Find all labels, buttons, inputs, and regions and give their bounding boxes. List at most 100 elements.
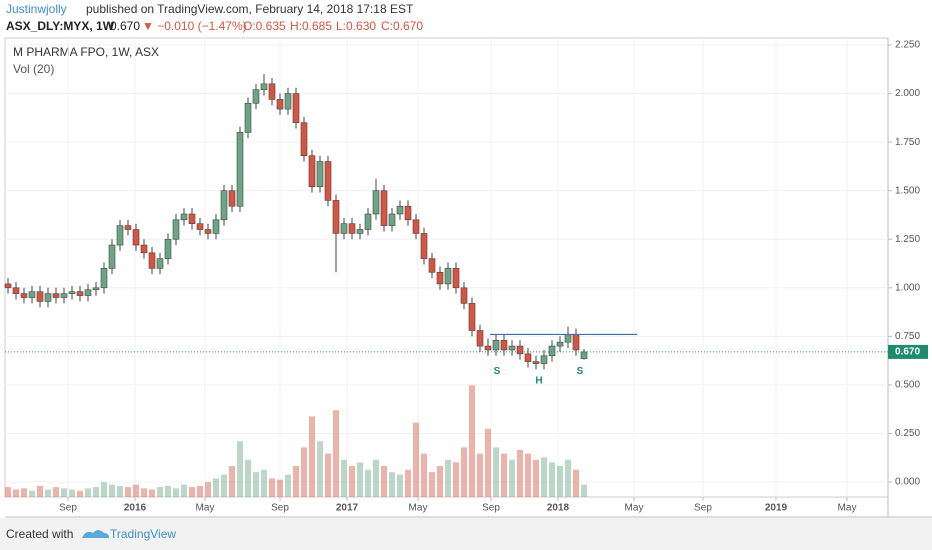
x-tick-label: 2017 <box>336 503 359 514</box>
volume-bar <box>181 484 187 497</box>
volume-bar <box>389 472 395 497</box>
volume-bar <box>429 472 435 497</box>
volume-bar <box>501 453 507 497</box>
volume-bar <box>77 490 83 497</box>
volume-bar <box>525 453 531 497</box>
candle-body <box>380 190 388 226</box>
volume-bar <box>85 488 91 497</box>
open: O:0.635 <box>243 19 286 33</box>
y-tick-label: 1.000 <box>895 282 920 293</box>
volume-bar <box>397 474 403 497</box>
volume-bar <box>445 459 451 497</box>
candle-body <box>356 229 364 234</box>
candle-body <box>12 287 20 294</box>
price: 0.670 <box>110 19 140 33</box>
candle-body <box>492 339 500 351</box>
volume-bar <box>549 462 555 497</box>
x-tick-label: Sep <box>482 503 500 514</box>
volume-bar <box>253 472 259 497</box>
y-tick-label: 2.000 <box>895 88 920 99</box>
volume-bar <box>45 489 51 497</box>
volume-bar <box>461 447 467 497</box>
x-tick-label: May <box>409 503 428 514</box>
candle-body <box>76 291 84 296</box>
footer-brand[interactable]: TradingView <box>110 527 176 541</box>
last-price-label: 0.670 <box>895 347 920 358</box>
volume-bar <box>37 485 43 497</box>
volume-bar <box>205 482 211 497</box>
candle-body <box>116 225 124 246</box>
candle-body <box>420 233 428 259</box>
change: ▼ −0.010 (−1.47%) <box>142 19 247 33</box>
volume-bar <box>421 453 427 497</box>
candle-body <box>180 213 188 221</box>
volume-bar <box>13 489 19 497</box>
volume-bar <box>493 447 499 497</box>
x-tick-label: Sep <box>271 503 289 514</box>
candle-body <box>228 190 236 207</box>
candle-body <box>276 99 284 110</box>
y-tick-label: 1.250 <box>895 234 920 245</box>
volume-bar <box>189 487 195 497</box>
candle-body <box>196 223 204 230</box>
volume-bar <box>333 410 339 497</box>
candle-body <box>148 252 156 269</box>
volume-bar <box>341 459 347 497</box>
candle-body <box>236 132 244 207</box>
x-tick-label: May <box>838 503 857 514</box>
volume-bar <box>413 422 419 497</box>
volume-bar <box>541 457 547 497</box>
candle-body <box>204 229 212 234</box>
candle-body <box>452 268 460 289</box>
candle-body <box>36 291 44 302</box>
candle-body <box>468 303 476 331</box>
volume-bar <box>261 469 267 497</box>
volume-bar <box>53 487 59 497</box>
candle-body <box>332 200 340 234</box>
x-tick-label: Sep <box>59 503 77 514</box>
volume-bar <box>517 449 523 497</box>
candle-body <box>308 155 316 188</box>
volume-bar <box>197 485 203 497</box>
volume-bar <box>109 484 115 497</box>
candle-body <box>44 293 52 302</box>
candle-body <box>428 258 436 273</box>
candle-body <box>124 225 132 230</box>
candle-body <box>268 83 276 100</box>
candle-body <box>348 223 356 234</box>
y-tick-label: 1.750 <box>895 137 920 148</box>
volume-bar <box>221 474 227 497</box>
high: H:0.685 <box>290 19 332 33</box>
candle-body <box>476 330 484 347</box>
published: published on TradingView.com, February 1… <box>86 2 414 16</box>
x-tick-label: May <box>196 503 215 514</box>
candle-body <box>484 345 492 351</box>
candle-body <box>412 219 420 234</box>
candle-body <box>100 268 108 289</box>
y-tick-label: 0.500 <box>895 380 920 391</box>
volume-bar <box>469 385 475 497</box>
candle-body <box>556 341 564 347</box>
candle-body <box>340 223 348 234</box>
candle-body <box>460 287 468 304</box>
volume-bar <box>93 487 99 497</box>
volume-bar <box>533 459 539 497</box>
symbol: ASX_DLY:MYX, 1W <box>6 19 115 33</box>
candle-body <box>92 287 100 291</box>
candle-body <box>252 89 260 104</box>
volume-bar <box>213 478 219 497</box>
pattern-label: S <box>494 366 501 377</box>
volume-bar <box>293 466 299 497</box>
candle-body <box>364 213 372 230</box>
volume-bar <box>381 466 387 497</box>
volume-bar <box>365 469 371 497</box>
chart-title: M PHARMA FPO, 1W, ASX <box>13 45 159 59</box>
volume-bar <box>21 488 27 497</box>
candle-body <box>580 351 588 359</box>
author[interactable]: Justinwjolly <box>6 2 67 16</box>
y-tick-label: 0.250 <box>895 428 920 439</box>
volume-bar <box>245 459 251 497</box>
candle-body <box>524 353 532 362</box>
candle-body <box>220 190 228 221</box>
